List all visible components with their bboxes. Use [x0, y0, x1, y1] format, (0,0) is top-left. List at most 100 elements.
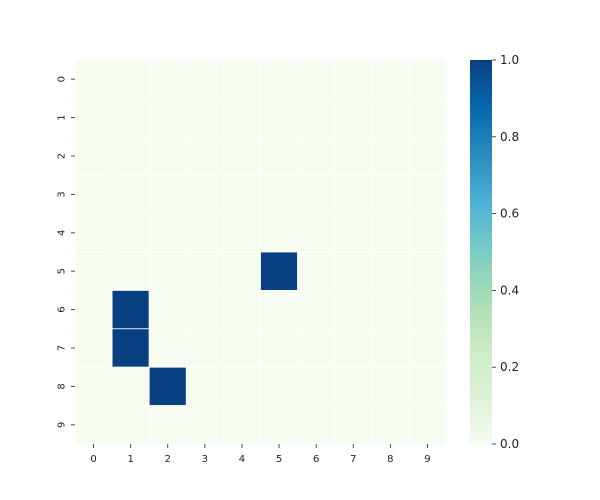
- heatmap-cell-r9-c1: [111, 405, 150, 445]
- heatmap-cell-r7-c2: [148, 328, 187, 368]
- heatmap-cell-r9-c7: [334, 405, 373, 445]
- colorbar-tick-label: 0.0: [500, 437, 519, 451]
- heatmap-cell-r9-c4: [222, 405, 261, 445]
- heatmap-cell-r8-c9: [408, 366, 447, 407]
- colorbar-tick-label: 0.4: [500, 283, 519, 297]
- x-tick-label: 9: [424, 454, 430, 465]
- heatmap-cell-r9-c5: [260, 405, 298, 445]
- heatmap-cell-r4-c5: [260, 213, 298, 253]
- heatmap-cell-r1-c5: [260, 98, 298, 138]
- heatmap-cell-r3-c8: [371, 174, 410, 214]
- x-axis: 0 1 2 3 4 5 6 7 8 9: [90, 444, 431, 465]
- heatmap-cell-r3-c2: [148, 174, 187, 214]
- x-tick-label: 6: [313, 454, 319, 465]
- heatmap-cell-r8-c8: [371, 366, 410, 407]
- heatmap-cell-r7-c8: [371, 328, 410, 368]
- heatmap-cell-r5-c5: [260, 251, 298, 291]
- heatmap-cell-r4-c3: [185, 213, 224, 253]
- y-tick-label: 5: [57, 268, 68, 274]
- heatmap-cell-r2-c2: [148, 136, 187, 176]
- heatmap-cell-r7-c3: [185, 328, 224, 368]
- heatmap-cell-r5-c2: [148, 251, 187, 291]
- heatmap-cell-r6-c7: [334, 289, 373, 330]
- heatmap-cell-r6-c5: [260, 289, 298, 330]
- heatmap-cell-r0-c6: [297, 59, 336, 99]
- heatmap-cell-r0-c9: [408, 59, 447, 99]
- heatmap-cell-r8-c6: [297, 366, 336, 407]
- heatmap-cell-r3-c6: [297, 174, 336, 214]
- heatmap-cell-r4-c4: [222, 213, 261, 253]
- heatmap-cell-r8-c1: [111, 366, 150, 407]
- heatmap-cell-r7-c6: [297, 328, 336, 368]
- heatmap-cell-r8-c3: [185, 366, 224, 407]
- heatmap-cell-r8-c2: [148, 366, 187, 407]
- heatmap-cell-r8-c5: [260, 366, 298, 407]
- heatmap-cell-r7-c0: [74, 328, 113, 368]
- heatmap-cell-r2-c1: [111, 136, 150, 176]
- heatmap-cell-r1-c1: [111, 98, 150, 138]
- heatmap-cell-r6-c3: [185, 289, 224, 330]
- heatmap-cell-r0-c5: [260, 59, 298, 99]
- heatmap-cell-r7-c4: [222, 328, 261, 368]
- heatmap-cell-r7-c5: [260, 328, 298, 368]
- x-tick-label: 0: [90, 454, 96, 465]
- heatmap-cell-r0-c3: [185, 59, 224, 99]
- heatmap-cell-r4-c1: [111, 213, 150, 253]
- colorbar-axis: 0.0 0.2 0.4 0.6 0.8 1.0: [492, 53, 519, 451]
- heatmap-cell-r9-c2: [148, 405, 187, 445]
- colorbar-tick-label: 1.0: [500, 53, 519, 67]
- y-axis: 0 1 2 3 4 5 6 7 8 9: [57, 76, 75, 428]
- heatmap-cell-r3-c0: [74, 174, 113, 214]
- y-tick-label: 9: [57, 422, 68, 428]
- heatmap-cell-r3-c9: [408, 174, 447, 214]
- heatmap-cell-r2-c4: [222, 136, 261, 176]
- heatmap-cell-r7-c1: [111, 328, 150, 368]
- heatmap-cell-r5-c6: [297, 251, 336, 291]
- heatmap-cell-r6-c1: [111, 289, 150, 330]
- heatmap-cell-r3-c3: [185, 174, 224, 214]
- heatmap-cell-r2-c3: [185, 136, 224, 176]
- heatmap-cell-r2-c8: [371, 136, 410, 176]
- heatmap-cell-r2-c7: [334, 136, 373, 176]
- heatmap-cell-r8-c7: [334, 366, 373, 407]
- heatmap-cell-r3-c7: [334, 174, 373, 214]
- heatmap-cell-r9-c3: [185, 405, 224, 445]
- heatmap-cell-r7-c9: [408, 328, 447, 368]
- heatmap-cell-r6-c6: [297, 289, 336, 330]
- heatmap-cell-r4-c8: [371, 213, 410, 253]
- heatmap-cell-r4-c9: [408, 213, 447, 253]
- heatmap-cell-r9-c0: [74, 405, 113, 445]
- x-tick-label: 1: [127, 454, 133, 465]
- heatmap-cell-r7-c7: [334, 328, 373, 368]
- heatmap-cell-r6-c9: [408, 289, 447, 330]
- heatmap-cell-r2-c0: [74, 136, 113, 176]
- heatmap-cell-r3-c5: [260, 174, 298, 214]
- heatmap-cell-r9-c8: [371, 405, 410, 445]
- heatmap-cell-r2-c5: [260, 136, 298, 176]
- heatmap-cell-r1-c6: [297, 98, 336, 138]
- heatmap-cell-r4-c7: [334, 213, 373, 253]
- y-tick-label: 6: [57, 306, 68, 312]
- heatmap-cell-r5-c4: [222, 251, 261, 291]
- heatmap-cell-r4-c6: [297, 213, 336, 253]
- heatmap-cell-r4-c2: [148, 213, 187, 253]
- heatmap-cell-r5-c1: [111, 251, 150, 291]
- heatmap-cell-r8-c4: [222, 366, 261, 407]
- heatmap-cell-r5-c0: [74, 251, 113, 291]
- heatmap-cell-r6-c2: [148, 289, 187, 330]
- heatmap-cell-r1-c2: [148, 98, 187, 138]
- heatmap-cell-r0-c4: [222, 59, 261, 99]
- y-tick-label: 3: [57, 191, 68, 197]
- heatmap-cell-r1-c8: [371, 98, 410, 138]
- colorbar-tick-label: 0.6: [500, 207, 519, 221]
- colorbar-tick-label: 0.8: [500, 130, 519, 144]
- heatmap-cell-r9-c6: [297, 405, 336, 445]
- heatmap-cell-r6-c8: [371, 289, 410, 330]
- y-tick-label: 7: [57, 345, 68, 351]
- heatmap-cell-r5-c3: [185, 251, 224, 291]
- heatmap-cell-r1-c9: [408, 98, 447, 138]
- heatmap-cell-r2-c6: [297, 136, 336, 176]
- heatmap-cell-r1-c4: [222, 98, 261, 138]
- x-tick-label: 3: [202, 454, 208, 465]
- colorbar: [470, 60, 492, 444]
